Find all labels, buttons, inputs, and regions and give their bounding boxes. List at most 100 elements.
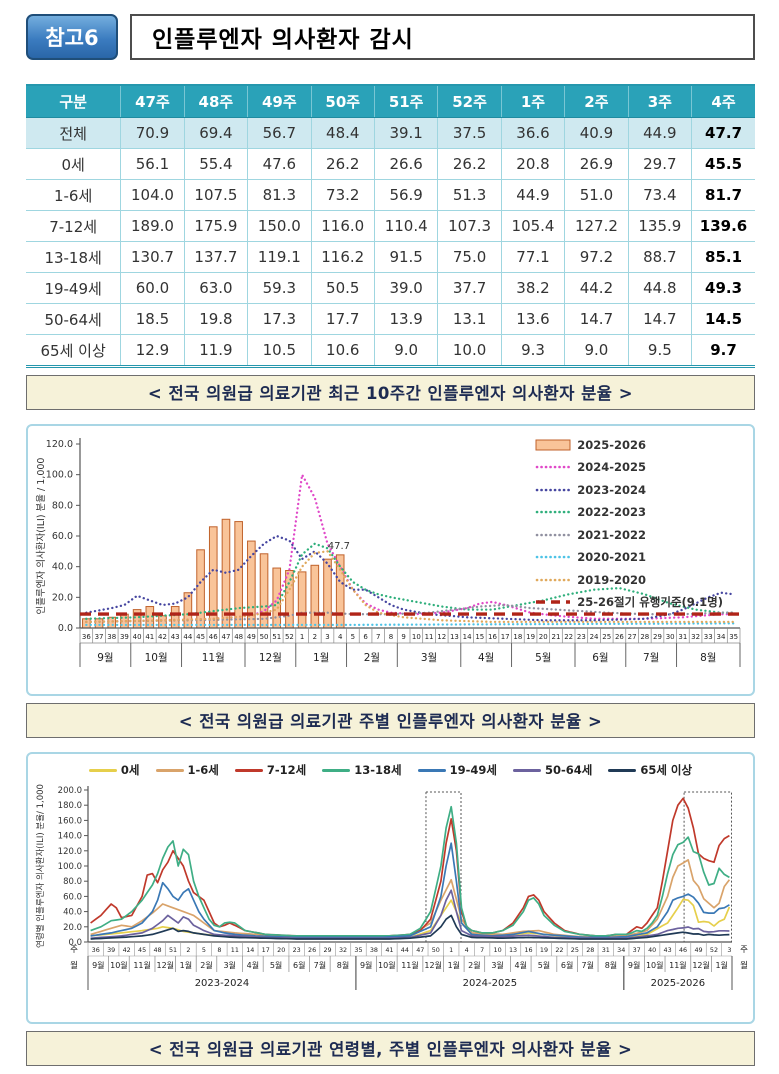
table-cell: 11.9 [183, 334, 248, 367]
row-label: 전체 [26, 117, 121, 149]
svg-text:9월: 9월 [92, 960, 104, 970]
svg-text:8: 8 [217, 946, 221, 954]
svg-text:12: 12 [437, 633, 446, 641]
season-label: 2024-2025 [463, 978, 518, 989]
row-label: 65세 이상 [26, 334, 121, 367]
svg-text:주: 주 [740, 945, 748, 955]
table-cell: 51.3 [437, 179, 502, 211]
svg-text:14: 14 [246, 946, 254, 954]
legend-label: 50-64세 [544, 763, 593, 777]
svg-text:3: 3 [325, 633, 329, 641]
svg-text:4: 4 [465, 946, 469, 954]
svg-text:60.0: 60.0 [63, 892, 82, 902]
series-65세 이상 [90, 914, 730, 940]
table-cell: 36.6 [500, 117, 565, 149]
table-cell: 14.7 [627, 303, 692, 335]
svg-text:46: 46 [209, 633, 218, 641]
table-cell: 73.4 [627, 179, 692, 211]
svg-text:41: 41 [145, 633, 154, 641]
legend-item: 0세 [88, 762, 140, 778]
row-label: 13-18세 [26, 241, 121, 273]
table-cell: 107.3 [437, 210, 502, 242]
table-cell: 104.0 [120, 179, 185, 211]
weekly-chart-caption: < 전국 의원급 의료기관 주별 인플루엔자 의사환자 분율 > [26, 703, 755, 738]
svg-text:29: 29 [323, 946, 331, 954]
table-cell: 17.7 [310, 303, 375, 335]
legend-item: 19-49세 [417, 762, 497, 778]
svg-text:5월: 5월 [270, 960, 282, 970]
season-peak-highlight-box [425, 791, 462, 943]
svg-text:42: 42 [158, 633, 167, 641]
svg-text:60.0: 60.0 [52, 531, 73, 542]
table-cell: 14.7 [564, 303, 629, 335]
svg-text:51: 51 [169, 946, 177, 954]
legend-label: 0세 [120, 763, 140, 777]
weekly-ili-chart: 0.0 20.0 40.0 60.0 80.0 100.0 120.0 인플루엔자 의사환자(… [35, 438, 741, 667]
svg-text:43: 43 [664, 946, 672, 954]
svg-text:42: 42 [123, 946, 131, 954]
svg-text:12월: 12월 [424, 960, 442, 970]
table-cell: 26.2 [310, 148, 375, 180]
svg-text:35: 35 [729, 633, 738, 641]
table-cell: 81.3 [247, 179, 312, 211]
table-cell: 12.9 [120, 334, 185, 367]
svg-text:51: 51 [272, 633, 281, 641]
table-cell: 150.0 [247, 210, 312, 242]
svg-text:7월: 7월 [643, 652, 659, 664]
table-cell: 44.2 [564, 272, 629, 304]
series-2022-2023 [85, 542, 735, 620]
table-cell: 127.2 [564, 210, 629, 242]
line-swatch [322, 768, 351, 772]
svg-text:32: 32 [339, 946, 347, 954]
svg-text:9월: 9월 [360, 960, 372, 970]
svg-text:3월: 3월 [223, 960, 235, 970]
svg-text:31: 31 [602, 946, 610, 954]
legend-label: 19-49세 [449, 763, 497, 777]
table-cell: 44.9 [627, 117, 692, 149]
table-cell: 81.7 [691, 179, 755, 211]
svg-text:38: 38 [370, 946, 378, 954]
svg-text:11: 11 [425, 633, 434, 641]
table-header-cell: 48주 [183, 85, 248, 118]
svg-text:20.0: 20.0 [52, 592, 73, 603]
svg-text:22: 22 [555, 946, 563, 954]
svg-text:4월: 4월 [247, 960, 259, 970]
series-1-6세 [90, 859, 731, 939]
svg-text:100.0: 100.0 [58, 862, 82, 872]
svg-text:47: 47 [416, 946, 424, 954]
svg-text:120.0: 120.0 [58, 847, 82, 857]
svg-text:2: 2 [313, 633, 317, 641]
table-cell: 17.3 [247, 303, 312, 335]
svg-text:13: 13 [509, 946, 517, 954]
table-cell: 13.9 [373, 303, 438, 335]
table-cell: 116.2 [310, 241, 375, 273]
table-header-cell: 2주 [564, 85, 629, 118]
svg-text:50: 50 [432, 946, 440, 954]
legend-item: 25-26절기 유행기준(9.1명) [535, 594, 723, 611]
table-cell: 55.4 [183, 148, 248, 180]
svg-text:14: 14 [463, 633, 472, 641]
svg-text:10월: 10월 [646, 960, 664, 970]
table-cell: 10.0 [437, 334, 502, 367]
table-cell: 39.1 [373, 117, 438, 149]
svg-text:20: 20 [539, 633, 548, 641]
svg-text:80.0: 80.0 [52, 500, 73, 511]
svg-text:16: 16 [524, 946, 532, 954]
svg-text:39: 39 [120, 633, 129, 641]
table-cell: 59.3 [247, 272, 312, 304]
svg-text:2월: 2월 [364, 652, 380, 664]
table-cell: 26.6 [373, 148, 438, 180]
legend-item: 2021-2022 [535, 526, 723, 543]
table-cell: 37.7 [437, 272, 502, 304]
svg-text:월: 월 [70, 960, 78, 971]
svg-text:39: 39 [107, 946, 115, 954]
table-cell: 44.9 [500, 179, 565, 211]
svg-text:19: 19 [526, 633, 535, 641]
svg-text:1월: 1월 [715, 960, 727, 970]
svg-text:44: 44 [183, 633, 192, 641]
svg-text:43: 43 [171, 633, 180, 641]
table-cell: 20.8 [500, 148, 565, 180]
legend-label: 25-26절기 유행기준(9.1명) [577, 595, 723, 609]
table-cell: 51.0 [564, 179, 629, 211]
